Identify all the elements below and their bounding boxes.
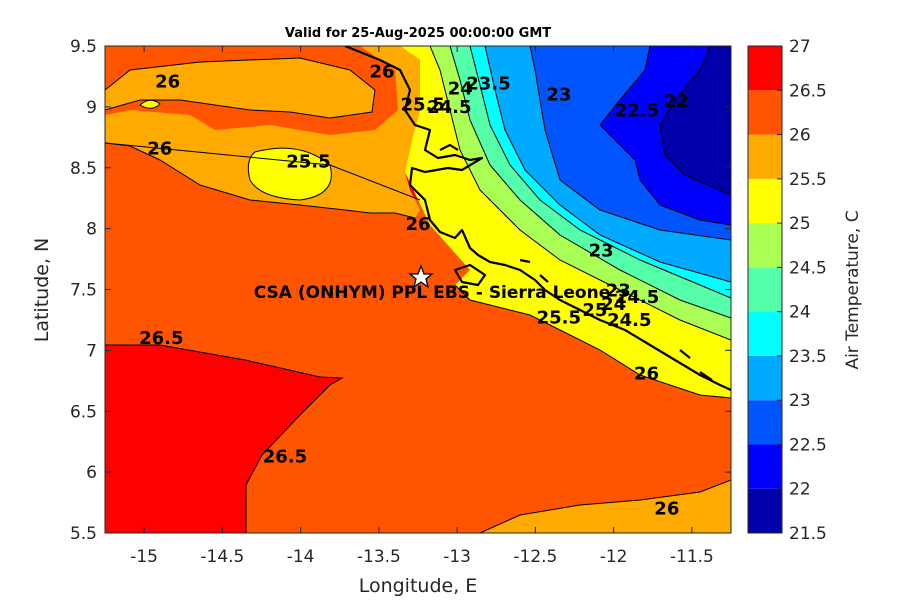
contour-label: 22	[664, 91, 689, 112]
colorbar-segment	[748, 90, 782, 135]
x-tick-label: -14	[287, 547, 315, 567]
contour-lines	[105, 46, 731, 533]
colorbar-tick-label: 22.5	[789, 435, 827, 455]
zone-25p5-dot	[210, 132, 222, 138]
y-tick-label: 6.5	[70, 402, 97, 422]
coastline	[344, 46, 731, 392]
colorbar-tick-label: 23.5	[789, 347, 827, 367]
contour-label: 23	[589, 241, 614, 262]
contour-label: 22.5	[615, 101, 659, 122]
contour-label: 24.5	[427, 97, 471, 118]
contour-label: 26.5	[139, 328, 183, 349]
contour-label: 26	[155, 71, 180, 92]
x-tick-label: -11.5	[670, 547, 714, 567]
contour-label: 24.5	[615, 287, 659, 308]
zone-25p5-south	[480, 480, 731, 533]
contour-label: 24.5	[607, 310, 651, 331]
map-plot-area	[105, 46, 731, 533]
zone-25p5-inner-north	[105, 58, 375, 118]
colorbar-segment	[748, 311, 782, 356]
contour-label: 26	[147, 138, 172, 159]
contour-label: 25	[582, 300, 607, 321]
zone-22p5	[530, 46, 731, 240]
coastline-islands	[439, 143, 713, 381]
x-tick-label: -13	[443, 547, 471, 567]
y-tick-label: 9	[86, 98, 97, 118]
colorbar-tick-label: 25	[789, 214, 811, 234]
colorbar-segment	[748, 178, 782, 224]
zone-25-dot	[140, 100, 160, 109]
colorbar-segment	[748, 355, 782, 401]
x-tick-label: -12	[600, 547, 628, 567]
y-tick-label: 5.5	[70, 524, 97, 544]
chart-title: Valid for 25-Aug-2025 00:00:00 GMT	[285, 26, 551, 41]
colorbar-segment	[748, 488, 782, 533]
zone-25	[400, 46, 731, 398]
colorbar-segment	[748, 400, 782, 445]
colorbar-tick-label: 24	[789, 303, 811, 323]
site-marker	[408, 264, 434, 289]
colorbar-tick-label: 27	[789, 37, 811, 57]
y-tick-label: 7.5	[70, 281, 97, 301]
contour-label: 23	[546, 85, 571, 106]
colorbar-tick-label: 21.5	[789, 524, 827, 544]
star-icon	[408, 264, 434, 289]
y-tick-label: 6	[86, 463, 97, 483]
zone-21p5	[660, 46, 731, 195]
zone-24	[450, 46, 731, 318]
zone-22	[600, 46, 731, 225]
contour-label: 26.5	[263, 446, 307, 467]
colorbar-label: Air Temperature, C	[843, 210, 863, 369]
zone-23	[485, 46, 731, 282]
contour-label: 23	[606, 281, 631, 302]
colorbar-segment	[748, 444, 782, 489]
colorbar-segment	[748, 46, 782, 91]
colorbar-tick-label: 26.5	[789, 81, 827, 101]
colorbar-tick-label: 26	[789, 126, 811, 146]
colorbar: 21.5 22 22.5 23 23.5 24 24.5 25 25.5 26 26.5 27	[747, 37, 827, 544]
x-tick-label: -13.5	[357, 547, 401, 567]
coastline-estuary	[453, 263, 487, 287]
colorbar-segment	[748, 223, 782, 268]
contour-label: 26	[369, 62, 394, 83]
contour-labels: 26 262625.52626.526.5262625.524.52423.523…	[139, 62, 689, 520]
x-tick-label: -14.5	[200, 547, 244, 567]
x-tick-label: -12.5	[513, 547, 557, 567]
colorbar-frame	[747, 45, 783, 534]
y-axis-ticks: 5.5 6 6.5 7 7.5 8 8.5 9 9.5	[70, 37, 731, 544]
contour-label: 25.5	[400, 94, 444, 115]
zone-23p5	[470, 46, 731, 298]
colorbar-segment	[748, 134, 782, 179]
colorbar-tick-label: 22	[789, 480, 811, 500]
contour-label: 26	[405, 214, 430, 235]
contour-label: 23.5	[466, 74, 510, 95]
zone-25-blob	[248, 148, 332, 200]
y-tick-label: 9.5	[70, 37, 97, 57]
y-tick-label: 8.5	[70, 159, 97, 179]
site-label: CSA (ONHYM) PPL EBS - Sierra Leone	[254, 283, 611, 303]
colorbar-tick-label: 23	[789, 391, 811, 411]
colorbar-segment	[748, 267, 782, 312]
colorbar-tick-label: 24.5	[789, 258, 827, 278]
contour-label: 26	[654, 499, 679, 520]
contour-label: 24	[601, 294, 626, 315]
zone-26	[105, 143, 731, 533]
x-tick-label: -15	[130, 547, 158, 567]
y-axis-label: Latitude, N	[31, 238, 53, 343]
contour-label: 25.5	[286, 152, 330, 173]
contour-label: 25.5	[537, 308, 581, 329]
colorbar-tick-label: 25.5	[789, 170, 827, 190]
contour-label: 26	[634, 364, 659, 385]
y-tick-label: 8	[86, 220, 97, 240]
x-axis-ticks: -15 -14.5 -14 -13.5 -13 -12.5 -12 -11.5	[130, 46, 714, 567]
y-tick-label: 7	[86, 341, 97, 361]
zone-26p5-corner	[105, 520, 120, 533]
x-axis-label: Longitude, E	[359, 575, 478, 597]
zone-24p5	[430, 46, 731, 340]
contour-label: 24	[448, 79, 473, 100]
